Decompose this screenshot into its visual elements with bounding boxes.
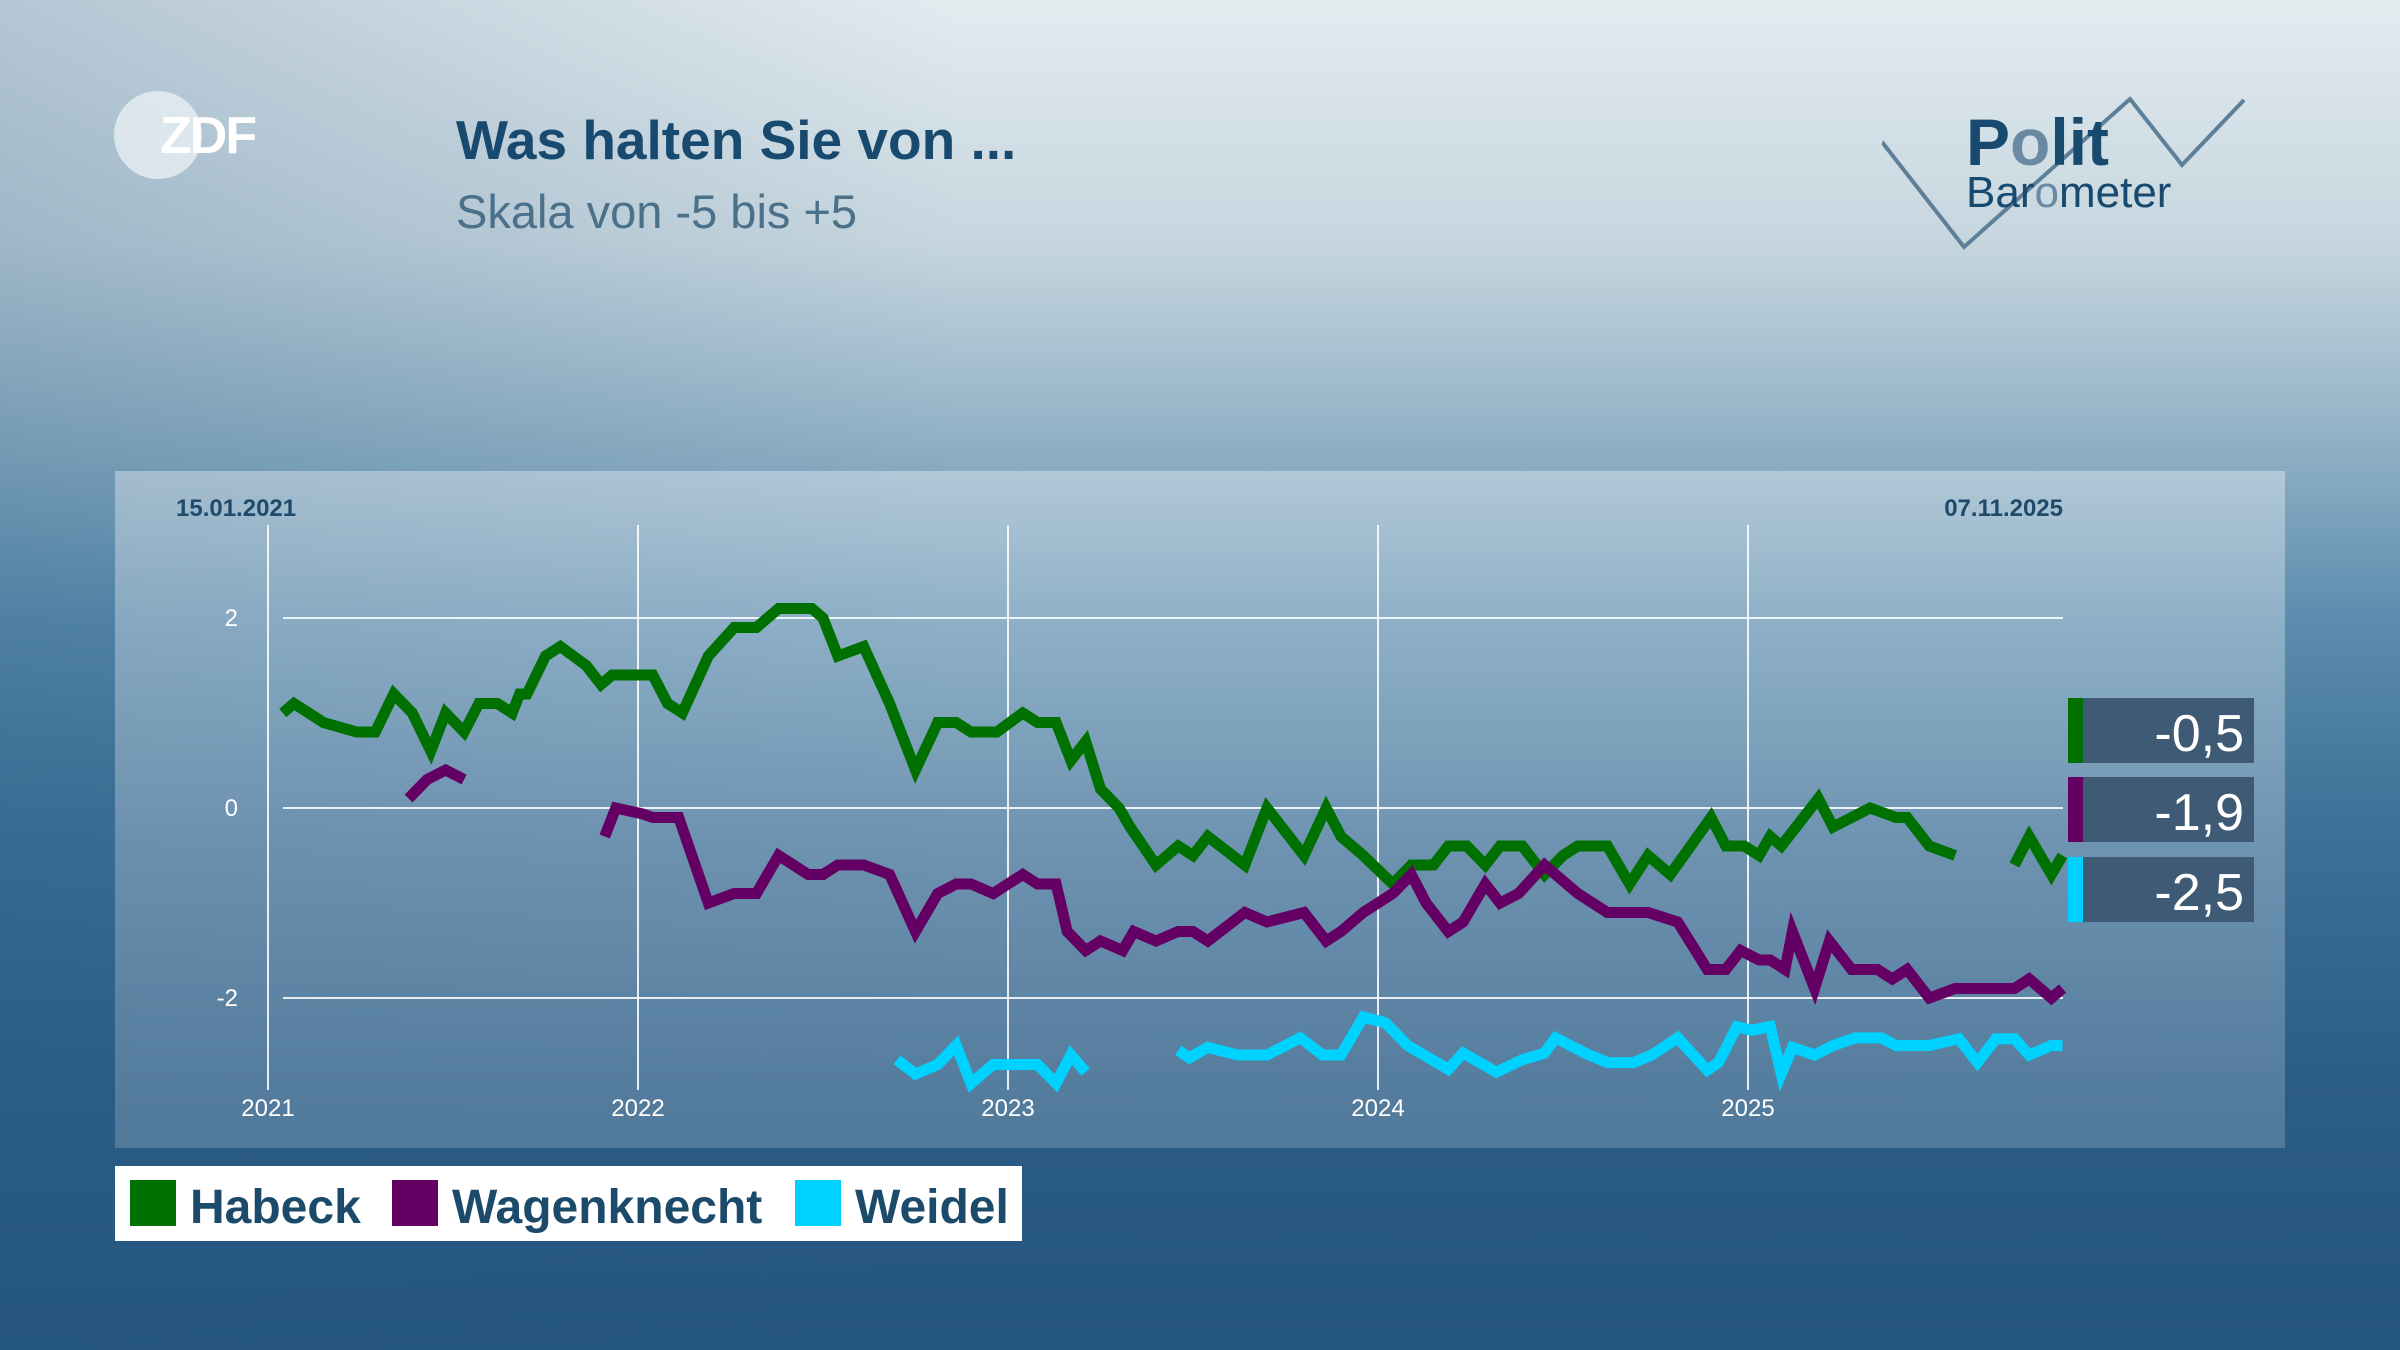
series-line-wagenknecht [404, 763, 467, 803]
series-line-wagenknecht [599, 801, 2067, 1006]
zdf-logo [114, 91, 202, 179]
legend-label: Weidel [855, 1181, 1009, 1234]
series-line-weidel [1175, 1010, 2063, 1092]
start-date-label: 15.01.2021 [176, 495, 296, 522]
x-tick-label: 2023 [981, 1095, 1034, 1122]
svg-text:Polit: Polit [1966, 105, 2109, 179]
legend: Habeck Wagenknecht Weidel [115, 1166, 1022, 1241]
x-tick-label: 2021 [241, 1095, 294, 1122]
badge-weidel: -2,5 [2068, 857, 2254, 922]
series-line-weidel [893, 1035, 1090, 1093]
chart-subtitle: Skala von -5 bis +5 [456, 185, 858, 238]
legend-label: Wagenknecht [452, 1181, 763, 1234]
badge-value: -1,9 [2154, 784, 2244, 842]
legend-swatch [130, 1180, 176, 1226]
y-tick-label: 0 [225, 795, 238, 822]
svg-text:Barometer: Barometer [1966, 168, 2171, 217]
y-tick-label: 2 [225, 605, 238, 632]
y-tick-label: -2 [217, 985, 238, 1012]
legend-label: Habeck [190, 1181, 361, 1234]
end-date-label: 07.11.2025 [1944, 495, 2063, 522]
chart-panel [115, 471, 2285, 1148]
zdf-logo-text: ZDF [160, 107, 257, 165]
x-tick-label: 2024 [1351, 1095, 1404, 1122]
legend-swatch [795, 1180, 841, 1226]
badge-color-bar [2068, 777, 2083, 842]
politbarometer-logo: Polit Barometer [1882, 96, 2246, 250]
badge-value: -2,5 [2154, 864, 2244, 922]
series-line-habeck [2009, 825, 2068, 886]
badge-habeck: -0,5 [2068, 698, 2254, 763]
badge-wagenknecht: -1,9 [2068, 777, 2254, 842]
series-line-habeck [279, 603, 1958, 895]
badge-value: -0,5 [2154, 705, 2244, 763]
badge-color-bar [2068, 698, 2083, 763]
x-tick-label: 2025 [1721, 1095, 1774, 1122]
chart-title: Was halten Sie von ... [456, 109, 1017, 171]
legend-swatch [392, 1180, 438, 1226]
x-tick-label: 2022 [611, 1095, 664, 1122]
badge-color-bar [2068, 857, 2083, 922]
